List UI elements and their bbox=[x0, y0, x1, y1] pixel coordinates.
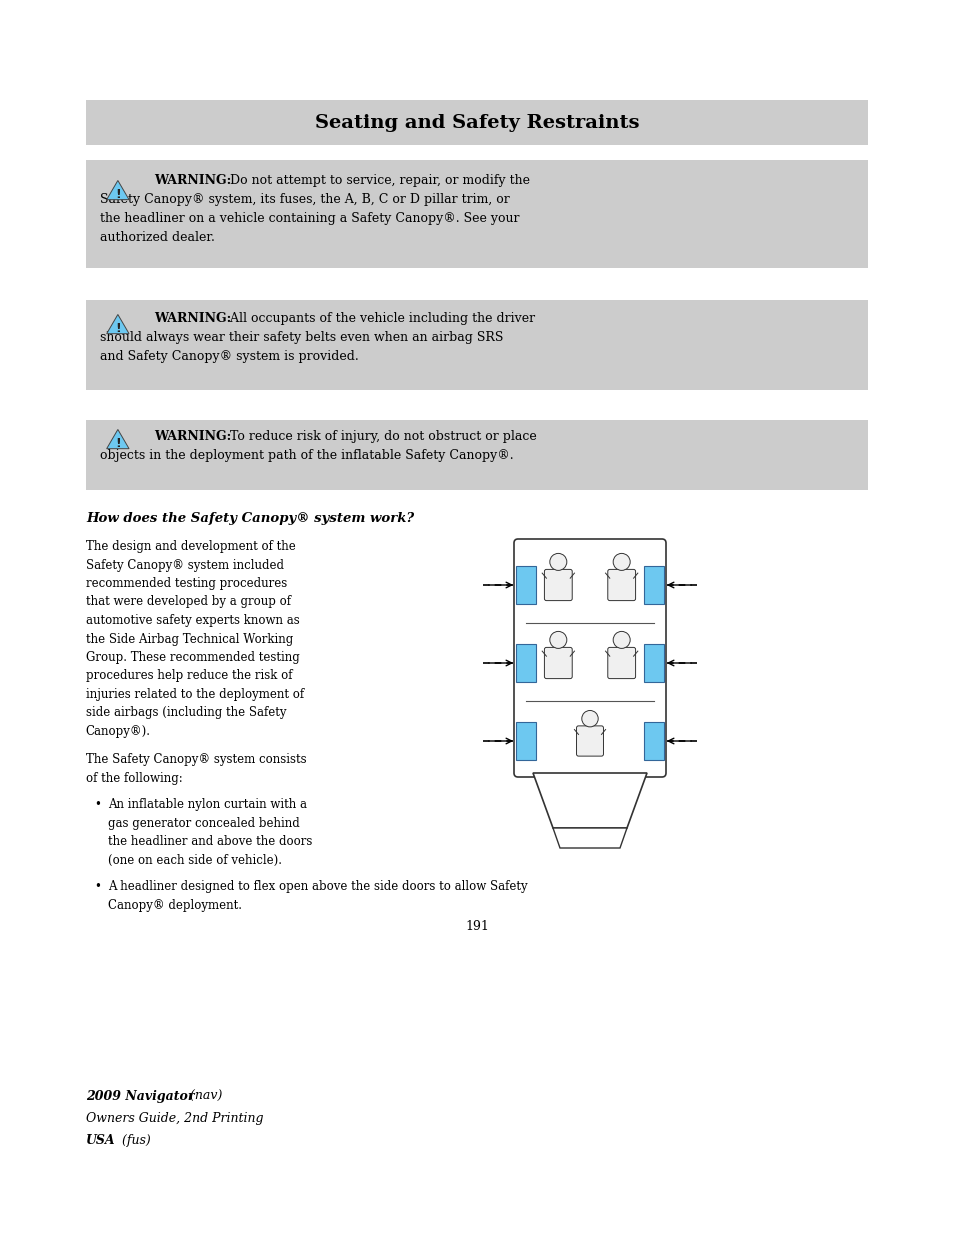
Text: !: ! bbox=[115, 189, 121, 201]
Circle shape bbox=[581, 710, 598, 727]
Bar bbox=[643, 566, 663, 604]
Text: To reduce risk of injury, do not obstruct or place: To reduce risk of injury, do not obstruc… bbox=[226, 430, 536, 443]
Text: An inflatable nylon curtain with a: An inflatable nylon curtain with a bbox=[108, 799, 307, 811]
Text: Canopy® deployment.: Canopy® deployment. bbox=[108, 899, 242, 911]
Bar bbox=[643, 722, 663, 760]
Text: authorized dealer.: authorized dealer. bbox=[100, 231, 214, 245]
Bar bbox=[516, 566, 536, 604]
Text: side airbags (including the Safety: side airbags (including the Safety bbox=[86, 706, 286, 720]
Text: Do not attempt to service, repair, or modify the: Do not attempt to service, repair, or mo… bbox=[226, 174, 529, 186]
Text: How does the Safety Canopy® system work?: How does the Safety Canopy® system work? bbox=[86, 513, 414, 525]
Polygon shape bbox=[107, 430, 129, 448]
Text: and Safety Canopy® system is provided.: and Safety Canopy® system is provided. bbox=[100, 350, 358, 363]
Text: should always wear their safety belts even when an airbag SRS: should always wear their safety belts ev… bbox=[100, 331, 503, 345]
Text: WARNING:: WARNING: bbox=[153, 312, 231, 325]
Text: •: • bbox=[93, 799, 101, 811]
Text: All occupants of the vehicle including the driver: All occupants of the vehicle including t… bbox=[226, 312, 535, 325]
Bar bbox=[516, 722, 536, 760]
Text: Safety Canopy® system, its fuses, the A, B, C or D pillar trim, or: Safety Canopy® system, its fuses, the A,… bbox=[100, 193, 509, 206]
Bar bbox=[643, 643, 663, 682]
Text: Canopy®).: Canopy®). bbox=[86, 725, 151, 739]
FancyBboxPatch shape bbox=[607, 647, 635, 678]
Text: 191: 191 bbox=[464, 920, 489, 932]
Text: objects in the deployment path of the inflatable Safety Canopy®.: objects in the deployment path of the in… bbox=[100, 450, 513, 462]
Circle shape bbox=[613, 553, 630, 571]
Text: that were developed by a group of: that were developed by a group of bbox=[86, 595, 291, 609]
Polygon shape bbox=[107, 180, 129, 200]
Circle shape bbox=[549, 631, 566, 648]
Text: injuries related to the deployment of: injuries related to the deployment of bbox=[86, 688, 304, 701]
Text: recommended testing procedures: recommended testing procedures bbox=[86, 577, 287, 590]
Text: gas generator concealed behind: gas generator concealed behind bbox=[108, 818, 299, 830]
Polygon shape bbox=[107, 315, 129, 333]
Text: !: ! bbox=[115, 322, 121, 336]
Text: (fus): (fus) bbox=[118, 1134, 151, 1147]
Text: A headliner designed to flex open above the side doors to allow Safety: A headliner designed to flex open above … bbox=[108, 881, 527, 893]
Bar bbox=[516, 643, 536, 682]
FancyBboxPatch shape bbox=[576, 726, 603, 756]
Circle shape bbox=[549, 553, 566, 571]
Text: automotive safety experts known as: automotive safety experts known as bbox=[86, 614, 299, 627]
Text: 2009 Navigator: 2009 Navigator bbox=[86, 1091, 194, 1103]
Text: the Side Airbag Technical Working: the Side Airbag Technical Working bbox=[86, 632, 293, 646]
Text: WARNING:: WARNING: bbox=[153, 174, 231, 186]
Text: (nav): (nav) bbox=[186, 1091, 222, 1103]
Text: Seating and Safety Restraints: Seating and Safety Restraints bbox=[314, 114, 639, 131]
FancyBboxPatch shape bbox=[544, 569, 572, 600]
Polygon shape bbox=[553, 827, 626, 848]
Text: Safety Canopy® system included: Safety Canopy® system included bbox=[86, 558, 284, 572]
Text: Owners Guide, 2nd Printing: Owners Guide, 2nd Printing bbox=[86, 1112, 263, 1125]
Text: The design and development of the: The design and development of the bbox=[86, 540, 295, 553]
FancyBboxPatch shape bbox=[607, 569, 635, 600]
Bar bbox=[86, 100, 867, 144]
Text: of the following:: of the following: bbox=[86, 772, 182, 785]
Circle shape bbox=[613, 631, 630, 648]
Text: •: • bbox=[93, 881, 101, 893]
Text: procedures help reduce the risk of: procedures help reduce the risk of bbox=[86, 669, 292, 683]
Text: the headliner on a vehicle containing a Safety Canopy®. See your: the headliner on a vehicle containing a … bbox=[100, 212, 518, 225]
FancyBboxPatch shape bbox=[514, 538, 665, 777]
Bar bbox=[86, 300, 867, 390]
Text: !: ! bbox=[115, 437, 121, 451]
Text: Group. These recommended testing: Group. These recommended testing bbox=[86, 651, 299, 664]
Text: the headliner and above the doors: the headliner and above the doors bbox=[108, 836, 312, 848]
Text: (one on each side of vehicle).: (one on each side of vehicle). bbox=[108, 853, 281, 867]
Polygon shape bbox=[533, 773, 646, 827]
Bar bbox=[86, 161, 867, 268]
Text: USA: USA bbox=[86, 1134, 115, 1147]
FancyBboxPatch shape bbox=[544, 647, 572, 678]
Bar bbox=[86, 420, 867, 490]
Text: The Safety Canopy® system consists: The Safety Canopy® system consists bbox=[86, 753, 306, 767]
Text: WARNING:: WARNING: bbox=[153, 430, 231, 443]
